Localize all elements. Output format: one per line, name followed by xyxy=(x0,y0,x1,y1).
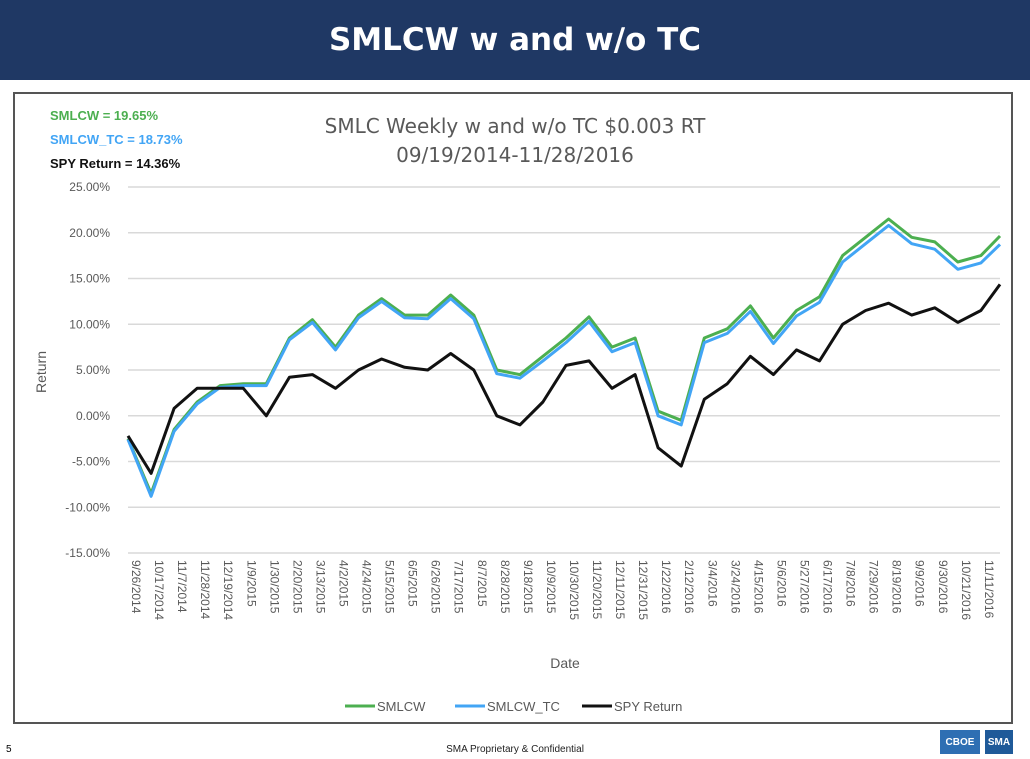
x-tick-label: 1/22/2016 xyxy=(659,560,673,614)
series-line-spy-return xyxy=(126,283,1002,475)
annotation-smlcw: SMLCW = 19.65% xyxy=(50,108,159,123)
x-tick-label: 6/5/2015 xyxy=(406,560,420,607)
slide-title: SMLCW w and w/o TC xyxy=(328,22,701,58)
footer-text: SMA Proprietary & Confidential xyxy=(446,744,584,755)
y-axis-label: Return xyxy=(33,351,49,393)
x-axis-label: Date xyxy=(550,655,580,671)
x-tick-label: 3/4/2016 xyxy=(705,560,719,607)
x-tick-label: 4/2/2015 xyxy=(336,560,350,607)
series-line-smlcw xyxy=(126,217,1002,495)
x-tick-label: 10/17/2014 xyxy=(152,560,166,620)
x-tick-label: 7/17/2015 xyxy=(452,560,466,614)
x-tick-label: 6/26/2015 xyxy=(429,560,443,614)
y-tick-label: -15.00% xyxy=(65,546,110,560)
x-tick-label: 8/7/2015 xyxy=(475,560,489,607)
series-line-smlcw-tc xyxy=(126,223,1002,498)
legend-label: SPY Return xyxy=(614,699,682,714)
x-tick-label: 11/28/2014 xyxy=(198,560,212,619)
x-tick-label: 2/12/2016 xyxy=(682,560,696,614)
x-tick-label: 8/19/2016 xyxy=(890,560,904,614)
x-tick-label: 7/29/2016 xyxy=(867,560,881,614)
chart-frame xyxy=(13,92,1013,724)
x-tick-label: 5/6/2016 xyxy=(774,560,788,607)
x-tick-label: 4/15/2016 xyxy=(751,560,765,614)
y-tick-label: 15.00% xyxy=(69,272,110,286)
x-tick-label: 4/24/2015 xyxy=(360,560,374,614)
x-tick-label: 11/20/2015 xyxy=(590,560,604,619)
cboe-logo: CBOE xyxy=(940,730,980,754)
x-tick-label: 10/9/2015 xyxy=(544,560,558,614)
x-tick-label: 12/11/2015 xyxy=(613,560,627,619)
x-tick-label: 2/20/2015 xyxy=(290,560,304,614)
x-tick-label: 1/9/2015 xyxy=(244,560,258,607)
annotation-smlcw-tc: SMLCW_TC = 18.73% xyxy=(50,132,183,147)
x-tick-label: 9/30/2016 xyxy=(936,560,950,614)
x-tick-label: 8/28/2015 xyxy=(498,560,512,614)
x-tick-label: 9/26/2014 xyxy=(129,560,143,614)
chart-subtitle: 09/19/2014-11/28/2016 xyxy=(396,143,634,167)
chart-title: SMLC Weekly w and w/o TC $0.003 RT xyxy=(325,114,706,138)
x-tick-label: 10/30/2015 xyxy=(567,560,581,620)
y-tick-label: 10.00% xyxy=(69,317,110,331)
y-tick-label: 0.00% xyxy=(76,409,110,423)
x-tick-label: 12/19/2014 xyxy=(221,560,235,620)
x-tick-label: 3/13/2015 xyxy=(313,560,327,614)
x-tick-label: 7/8/2016 xyxy=(844,560,858,607)
y-tick-label: 20.00% xyxy=(69,226,110,240)
y-tick-label: 5.00% xyxy=(76,363,110,377)
page-number: 5 xyxy=(6,744,12,755)
x-tick-label: 9/18/2015 xyxy=(521,560,535,614)
x-tick-label: 11/11/2016 xyxy=(982,560,996,619)
y-tick-label: 25.00% xyxy=(69,180,110,194)
y-tick-label: -5.00% xyxy=(72,455,110,469)
x-tick-label: 10/21/2016 xyxy=(959,560,973,620)
legend-label: SMLCW_TC xyxy=(487,699,560,714)
x-tick-label: 9/9/2016 xyxy=(913,560,927,607)
x-tick-label: 3/24/2016 xyxy=(728,560,742,614)
x-tick-label: 11/7/2014 xyxy=(175,560,189,613)
annotation-spy: SPY Return = 14.36% xyxy=(50,156,181,171)
y-tick-label: -10.00% xyxy=(65,500,110,514)
x-tick-label: 5/15/2015 xyxy=(383,560,397,614)
x-tick-label: 6/17/2016 xyxy=(821,560,835,614)
x-tick-label: 12/31/2015 xyxy=(636,560,650,620)
sma-logo: SMA xyxy=(985,730,1013,754)
legend-label: SMLCW xyxy=(377,699,426,714)
slide-header: SMLCW w and w/o TC xyxy=(0,0,1030,80)
x-tick-label: 1/30/2015 xyxy=(267,560,281,614)
x-tick-label: 5/27/2016 xyxy=(797,560,811,614)
